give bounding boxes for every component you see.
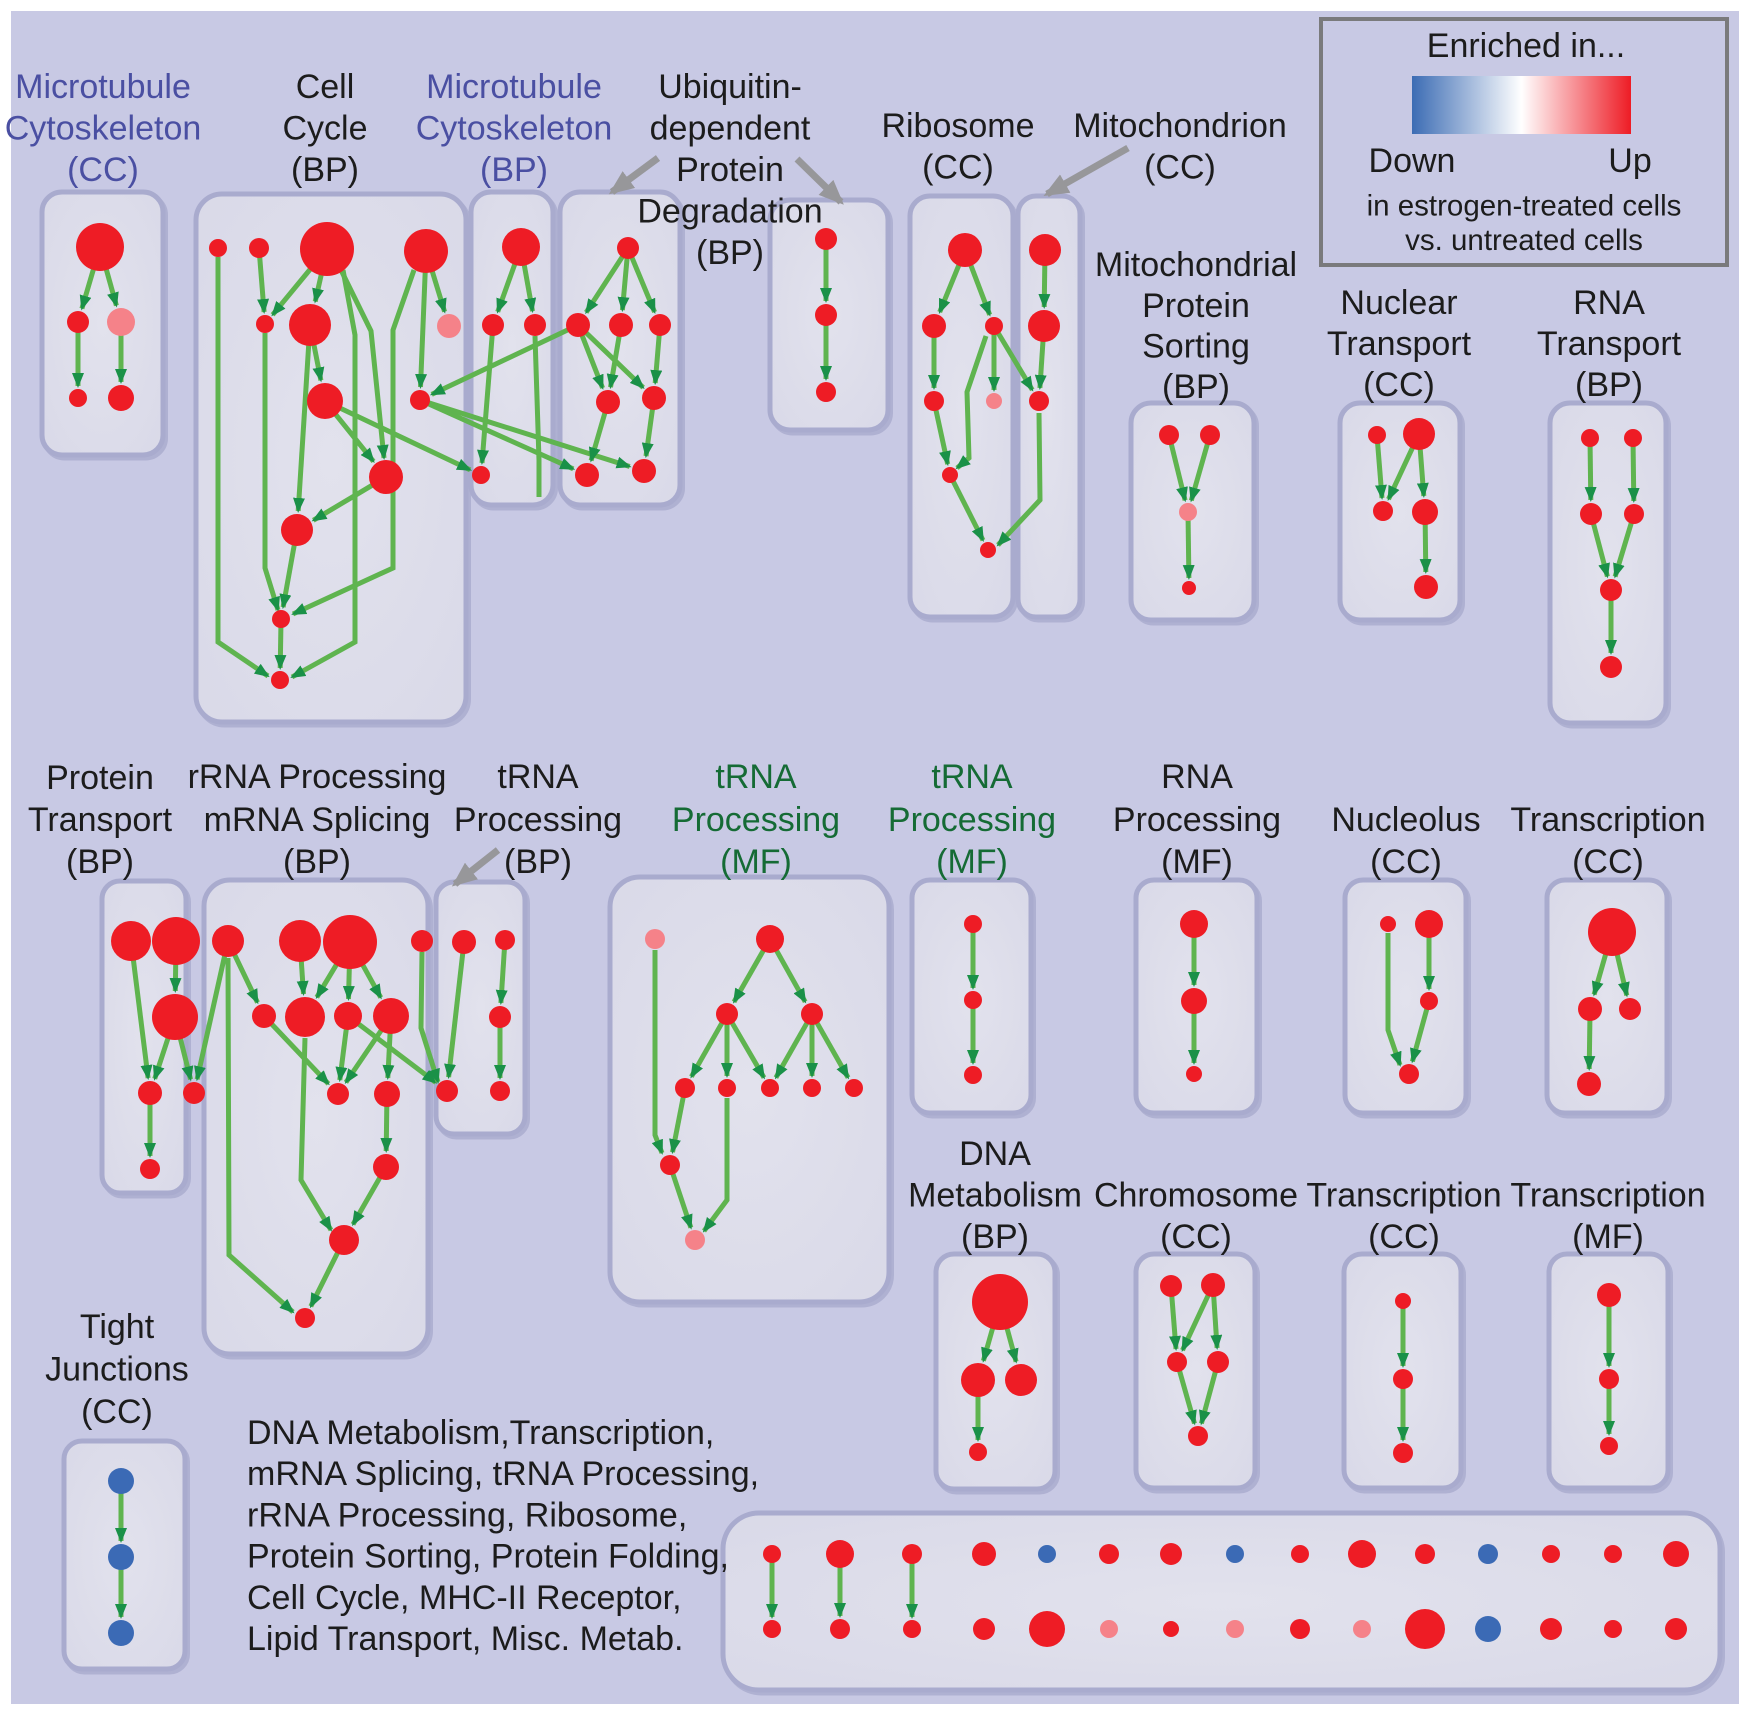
- svg-text:Transcription: Transcription: [1510, 1177, 1705, 1215]
- svg-text:Sorting: Sorting: [1142, 328, 1250, 366]
- svg-text:Nuclear: Nuclear: [1340, 284, 1457, 322]
- svg-text:Nucleolus: Nucleolus: [1331, 801, 1480, 839]
- svg-text:tRNA: tRNA: [497, 758, 579, 796]
- svg-text:Ubiquitin-: Ubiquitin-: [658, 68, 802, 106]
- svg-text:Microtubule: Microtubule: [426, 68, 602, 106]
- svg-text:(MF): (MF): [1161, 843, 1233, 881]
- svg-text:(BP): (BP): [1162, 368, 1230, 406]
- svg-text:dependent: dependent: [650, 110, 811, 148]
- svg-text:in estrogen-treated cells: in estrogen-treated cells: [1367, 190, 1682, 223]
- svg-text:(CC): (CC): [1160, 1218, 1232, 1256]
- svg-text:(BP): (BP): [1575, 366, 1643, 404]
- svg-text:(CC): (CC): [81, 1393, 153, 1431]
- svg-text:tRNA: tRNA: [715, 758, 797, 796]
- svg-text:rRNA Processing, Ribosome,: rRNA Processing, Ribosome,: [247, 1496, 687, 1534]
- svg-text:mRNA Splicing, tRNA Processing: mRNA Splicing, tRNA Processing,: [247, 1455, 759, 1493]
- svg-text:Metabolism: Metabolism: [908, 1177, 1082, 1215]
- svg-text:RNA: RNA: [1573, 284, 1645, 322]
- svg-text:Enriched in...: Enriched in...: [1427, 27, 1625, 65]
- svg-text:Protein Sorting, Protein Foldi: Protein Sorting, Protein Folding,: [247, 1538, 729, 1576]
- svg-text:Down: Down: [1369, 142, 1456, 180]
- svg-text:(BP): (BP): [480, 151, 548, 189]
- svg-text:Cytoskeleton: Cytoskeleton: [416, 110, 613, 148]
- svg-text:mRNA Splicing: mRNA Splicing: [204, 801, 431, 839]
- svg-text:Cell: Cell: [296, 68, 355, 106]
- svg-text:rRNA Processing: rRNA Processing: [188, 758, 447, 796]
- svg-text:(CC): (CC): [1370, 843, 1442, 881]
- svg-text:Degradation: Degradation: [637, 193, 822, 231]
- svg-text:DNA: DNA: [959, 1135, 1031, 1173]
- svg-text:Processing: Processing: [888, 801, 1056, 839]
- svg-text:(BP): (BP): [283, 843, 351, 881]
- svg-text:(BP): (BP): [696, 234, 764, 272]
- svg-text:Transport: Transport: [1327, 325, 1472, 363]
- svg-text:Processing: Processing: [1113, 801, 1281, 839]
- svg-text:(BP): (BP): [66, 843, 134, 881]
- svg-text:Lipid Transport, Misc. Metab.: Lipid Transport, Misc. Metab.: [247, 1620, 684, 1658]
- svg-text:Cycle: Cycle: [282, 110, 367, 148]
- svg-text:Up: Up: [1608, 142, 1651, 180]
- svg-text:Chromosome: Chromosome: [1094, 1177, 1298, 1215]
- svg-text:(MF): (MF): [936, 843, 1008, 881]
- svg-text:Transcription: Transcription: [1510, 801, 1705, 839]
- svg-text:Cell Cycle, MHC-II Receptor,: Cell Cycle, MHC-II Receptor,: [247, 1579, 682, 1617]
- svg-text:Cytoskeleton: Cytoskeleton: [5, 110, 202, 148]
- svg-text:(MF): (MF): [1572, 1218, 1644, 1256]
- svg-text:Tight: Tight: [80, 1308, 155, 1346]
- svg-text:Ribosome: Ribosome: [881, 107, 1034, 145]
- svg-text:RNA: RNA: [1161, 758, 1233, 796]
- svg-text:(BP): (BP): [504, 843, 572, 881]
- svg-text:Protein: Protein: [676, 151, 784, 189]
- svg-text:tRNA: tRNA: [931, 758, 1013, 796]
- svg-text:Microtubule: Microtubule: [15, 68, 191, 106]
- svg-text:(BP): (BP): [961, 1218, 1029, 1256]
- svg-text:Processing: Processing: [672, 801, 840, 839]
- svg-text:Junctions: Junctions: [45, 1351, 189, 1389]
- svg-text:Transport: Transport: [1537, 325, 1682, 363]
- svg-text:(CC): (CC): [922, 149, 994, 187]
- svg-text:(CC): (CC): [1144, 149, 1216, 187]
- svg-text:Transcription: Transcription: [1306, 1177, 1501, 1215]
- svg-text:(CC): (CC): [1572, 843, 1644, 881]
- svg-text:(CC): (CC): [67, 151, 139, 189]
- svg-text:Protein: Protein: [46, 759, 154, 797]
- svg-text:Protein: Protein: [1142, 287, 1250, 325]
- svg-text:(CC): (CC): [1363, 366, 1435, 404]
- svg-text:(CC): (CC): [1368, 1218, 1440, 1256]
- svg-text:Mitochondrion: Mitochondrion: [1073, 107, 1287, 145]
- svg-text:(BP): (BP): [291, 151, 359, 189]
- svg-text:Processing: Processing: [454, 801, 622, 839]
- svg-text:Transport: Transport: [28, 801, 173, 839]
- svg-text:(MF): (MF): [720, 843, 792, 881]
- svg-text:Mitochondrial: Mitochondrial: [1095, 246, 1297, 284]
- svg-text:vs. untreated cells: vs. untreated cells: [1405, 224, 1643, 257]
- svg-text:DNA Metabolism,Transcription,: DNA Metabolism,Transcription,: [247, 1414, 714, 1452]
